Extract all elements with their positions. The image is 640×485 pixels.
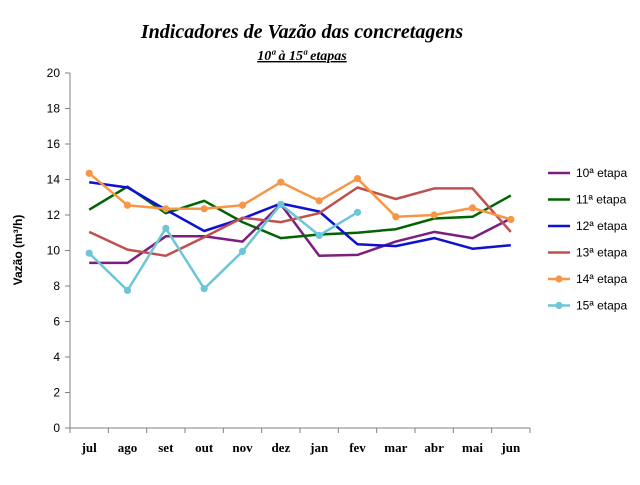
y-tick-label: 14 bbox=[47, 173, 61, 187]
data-point bbox=[392, 213, 400, 221]
y-tick-label: 2 bbox=[53, 386, 60, 400]
x-tick-label: abr bbox=[424, 440, 444, 455]
x-tick-label: jul bbox=[81, 440, 98, 455]
data-point bbox=[85, 169, 93, 177]
x-tick-label: nov bbox=[232, 440, 253, 455]
x-tick-label: mar bbox=[384, 440, 407, 455]
series-line bbox=[89, 180, 511, 250]
series-line bbox=[88, 172, 512, 221]
x-tick-label: set bbox=[158, 440, 174, 455]
x-tick-label: dez bbox=[271, 440, 290, 455]
legend: 10ª etapa 11ª etapa 12ª etapa 13ª etapa 14ª … bbox=[548, 166, 627, 313]
data-point bbox=[238, 201, 247, 209]
legend-marker bbox=[555, 275, 563, 283]
legend-marker bbox=[555, 301, 563, 310]
series-15-etapa bbox=[85, 200, 362, 295]
data-point bbox=[353, 208, 362, 216]
legend-item: 10ª etapa bbox=[548, 166, 627, 180]
y-tick-label: 18 bbox=[47, 102, 61, 116]
chart-subtitle: 10ª à 15ª etapas bbox=[257, 49, 347, 64]
y-tick-label: 6 bbox=[53, 315, 60, 329]
y-tick-label: 16 bbox=[47, 137, 61, 151]
legend-label: 11ª etapa bbox=[576, 193, 627, 207]
legend-item: 14ª etapa bbox=[548, 272, 627, 286]
legend-item: 15ª etapa bbox=[548, 299, 627, 313]
data-point bbox=[315, 197, 323, 205]
legend-item: 13ª etapa bbox=[548, 246, 627, 260]
data-point bbox=[123, 201, 132, 209]
x-tick-label: jun bbox=[500, 440, 521, 455]
y-tick-label: 4 bbox=[53, 350, 60, 364]
data-point bbox=[277, 200, 285, 208]
data-point bbox=[468, 204, 477, 212]
series-12-etapa bbox=[89, 180, 511, 250]
data-point bbox=[200, 205, 208, 213]
legend-label: 13ª etapa bbox=[576, 246, 627, 260]
y-axis-label: Vazão (m³/h) bbox=[11, 215, 25, 286]
data-point bbox=[315, 231, 323, 240]
legend-item: 11ª etapa bbox=[548, 193, 627, 207]
data-point bbox=[85, 249, 93, 257]
x-tick-label: jan bbox=[309, 440, 329, 455]
data-point bbox=[238, 247, 247, 255]
data-point bbox=[277, 178, 285, 186]
y-tick-label: 8 bbox=[53, 279, 60, 293]
legend-item: 12ª etapa bbox=[548, 219, 627, 233]
legend-label: 12ª etapa bbox=[576, 219, 627, 233]
x-tick-label: ago bbox=[118, 440, 138, 455]
data-point bbox=[200, 285, 208, 293]
series-line bbox=[88, 186, 512, 258]
chart-title: Indicadores de Vazão das concretagens bbox=[140, 21, 463, 43]
series-line bbox=[88, 203, 359, 292]
data-point bbox=[162, 224, 170, 232]
data-point bbox=[162, 205, 170, 213]
legend-label: 15ª etapa bbox=[576, 299, 627, 313]
series-lines bbox=[85, 169, 515, 295]
data-point bbox=[430, 211, 438, 219]
data-point bbox=[353, 175, 362, 183]
legend-label: 14ª etapa bbox=[576, 272, 627, 286]
series-13-etapa bbox=[88, 186, 512, 258]
y-tick-label: 12 bbox=[47, 208, 61, 222]
y-tick-label: 10 bbox=[47, 244, 61, 258]
x-tick-label: fev bbox=[349, 440, 366, 455]
y-tick-label: 20 bbox=[47, 66, 61, 80]
data-point bbox=[123, 286, 132, 295]
x-tick-label: mai bbox=[462, 440, 483, 455]
data-point bbox=[507, 215, 515, 224]
axes: 0 2 4 6 8 10 12 14 16 18 20 jul ago set out nov dez jan fe… bbox=[47, 66, 531, 455]
series-14-etapa bbox=[85, 169, 515, 224]
x-tick-label: out bbox=[195, 440, 214, 455]
legend-label: 10ª etapa bbox=[576, 166, 627, 180]
y-tick-label: 0 bbox=[53, 421, 60, 435]
